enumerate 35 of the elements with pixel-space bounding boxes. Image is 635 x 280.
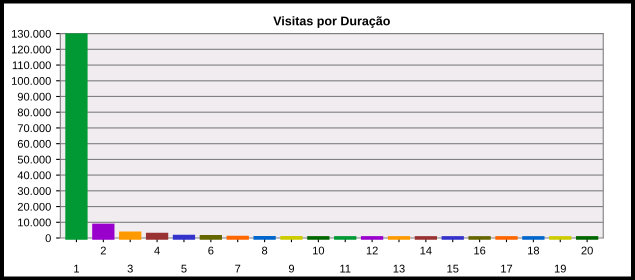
x-tick-label: 7 — [235, 264, 240, 272]
x-tick-label: 1 — [74, 264, 79, 272]
y-tick-label: 130.000 — [12, 30, 51, 38]
x-tick-label: 14 — [420, 246, 432, 254]
x-tick-label: 3 — [128, 264, 133, 273]
x-tick-label: 16 — [474, 246, 486, 254]
x-tick-label: 18 — [528, 246, 540, 254]
y-tick-label: 30.000 — [18, 187, 51, 195]
y-tick-label: 80.000 — [18, 108, 51, 116]
x-tick-label: 2 — [100, 246, 106, 254]
y-tick-label: 110.000 — [12, 61, 51, 70]
y-tick-label: 10.000 — [18, 218, 51, 226]
y-tick-label: 40.000 — [18, 171, 51, 180]
x-tick-label: 6 — [208, 246, 214, 254]
x-tick-label: 20 — [582, 246, 593, 254]
x-tick-label: 10 — [313, 246, 324, 254]
y-tick-label: 70.000 — [18, 124, 51, 132]
y-tick-label: 60.000 — [18, 140, 51, 148]
y-tick-label: 0 — [46, 234, 51, 242]
x-tick-label: 17 — [501, 264, 512, 272]
x-tick-label: 8 — [262, 246, 268, 254]
x-tick-label: 13 — [394, 264, 405, 273]
x-tick-label: 5 — [181, 264, 187, 273]
y-tick-label: 100.000 — [12, 77, 51, 85]
y-tick-label: 90.000 — [18, 92, 51, 101]
x-tick-label: 12 — [366, 246, 378, 254]
x-tick-label: 9 — [288, 264, 294, 273]
y-tick-label: 120.000 — [12, 46, 51, 54]
y-tick-label: 20.000 — [18, 202, 51, 211]
x-tick-label: 19 — [554, 264, 566, 273]
x-tick-label: 15 — [447, 264, 458, 273]
x-tick-label: 4 — [154, 246, 160, 254]
chart-title: Visitas por Duração — [273, 16, 390, 28]
x-tick-label: 11 — [340, 264, 350, 272]
y-tick-label: 50.000 — [18, 156, 51, 164]
